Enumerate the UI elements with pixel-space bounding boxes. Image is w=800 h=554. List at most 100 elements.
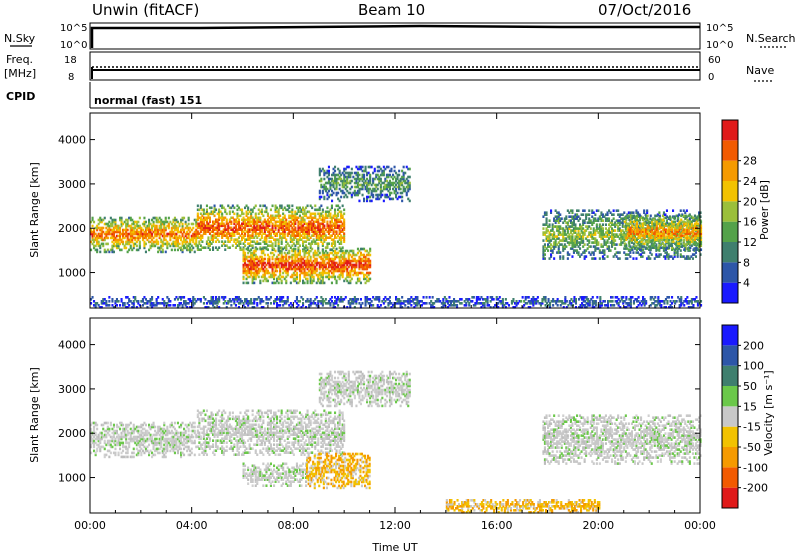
data-cell	[557, 225, 560, 228]
data-cell	[671, 224, 674, 228]
data-cell	[565, 225, 568, 228]
data-cell	[277, 249, 280, 253]
data-cell	[212, 230, 215, 233]
data-cell	[115, 304, 118, 307]
data-cell	[152, 230, 155, 234]
data-cell	[114, 222, 117, 226]
data-cell	[571, 217, 574, 220]
data-cell	[580, 235, 583, 238]
data-cell	[277, 220, 280, 224]
data-cell	[327, 269, 330, 273]
data-cell	[562, 229, 565, 232]
data-cell	[244, 271, 247, 275]
data-cell	[256, 273, 259, 277]
data-cell	[646, 257, 649, 260]
data-cell	[576, 243, 579, 246]
data-cell	[292, 279, 295, 283]
data-cell	[216, 228, 219, 231]
data-cell	[274, 269, 277, 273]
data-cell	[202, 228, 205, 231]
data-cell	[192, 232, 195, 236]
data-cell	[195, 218, 198, 222]
data-cell	[603, 253, 606, 256]
data-cell	[651, 228, 654, 231]
data-cell	[576, 237, 579, 240]
data-cell	[637, 236, 640, 239]
data-cell	[309, 279, 312, 283]
data-cell	[592, 221, 595, 224]
data-cell	[557, 229, 560, 232]
data-cell	[603, 235, 606, 238]
data-cell	[693, 222, 696, 226]
data-cell	[248, 255, 251, 259]
freq-label: Freq.	[6, 53, 33, 66]
data-cell	[176, 230, 179, 234]
data-cell	[221, 230, 224, 233]
data-cell	[236, 212, 239, 216]
data-cell	[577, 233, 580, 236]
data-cell	[254, 275, 257, 279]
data-cell	[592, 211, 595, 214]
data-cell	[621, 223, 624, 226]
data-cell	[245, 265, 248, 269]
data-cell	[189, 240, 192, 244]
data-cell	[327, 277, 330, 281]
data-cell	[314, 226, 317, 230]
data-cell	[176, 306, 179, 309]
beam-title: Beam 10	[358, 1, 425, 19]
data-cell	[291, 214, 294, 218]
data-cell	[323, 259, 326, 263]
data-cell	[372, 181, 375, 185]
data-cell	[234, 220, 237, 224]
data-cell	[676, 247, 679, 250]
data-cell	[609, 235, 612, 238]
data-cell	[341, 265, 344, 269]
data-cell	[372, 187, 375, 191]
data-cell	[643, 217, 646, 220]
data-cell	[314, 265, 317, 269]
data-cell	[367, 273, 370, 277]
data-cell	[395, 183, 398, 187]
data-cell	[266, 253, 269, 257]
data-cell	[312, 224, 315, 228]
data-cell	[288, 249, 291, 253]
data-cell	[662, 211, 665, 214]
data-cell	[119, 236, 122, 240]
data-cell	[225, 222, 228, 226]
data-cell	[326, 181, 329, 185]
data-cell	[115, 298, 118, 301]
data-cell	[205, 230, 208, 233]
data-cell	[245, 212, 248, 216]
data-cell	[628, 222, 631, 226]
data-cell	[646, 221, 649, 224]
data-cell	[149, 228, 152, 232]
data-cell	[100, 230, 103, 234]
data-cell	[542, 255, 545, 258]
data-cell	[640, 238, 643, 241]
data-cell	[338, 246, 341, 249]
data-cell	[627, 253, 630, 256]
data-cell	[317, 277, 320, 281]
data-cell	[648, 248, 651, 251]
data-cell	[126, 232, 129, 236]
data-cell	[367, 279, 370, 283]
data-cell	[317, 218, 320, 222]
data-cell	[637, 241, 640, 244]
data-cell	[346, 261, 349, 265]
data-cell	[163, 224, 166, 228]
data-cell	[132, 302, 135, 305]
data-cell	[346, 263, 349, 267]
data-cell	[692, 216, 695, 220]
data-cell	[350, 185, 353, 189]
data-cell	[254, 230, 257, 233]
data-cell	[621, 235, 624, 238]
data-cell	[355, 179, 358, 183]
data-cell	[291, 226, 294, 230]
data-cell	[320, 257, 323, 261]
data-cell	[265, 226, 268, 230]
data-cell	[288, 257, 291, 261]
data-cell	[196, 232, 199, 235]
data-cell	[186, 236, 189, 240]
data-cell	[198, 216, 201, 220]
data-cell	[359, 247, 362, 251]
